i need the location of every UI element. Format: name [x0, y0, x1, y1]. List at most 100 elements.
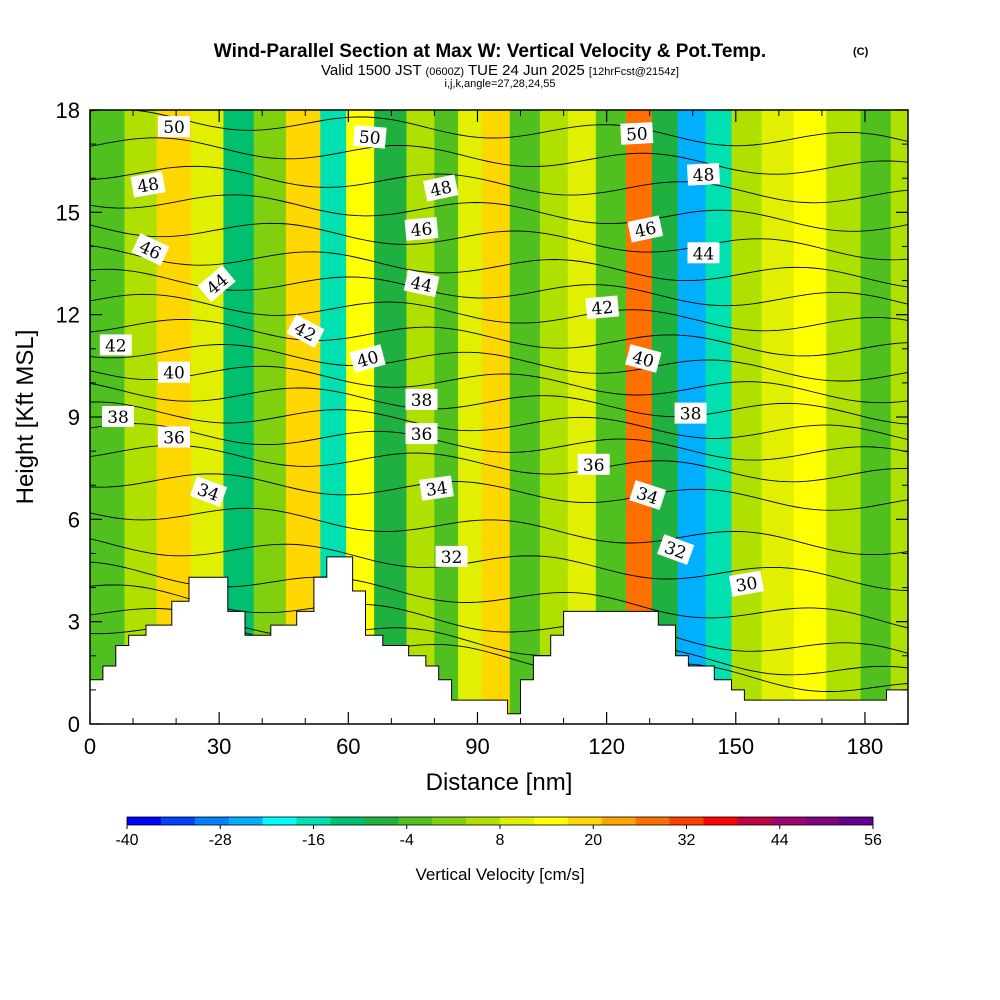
copyright-mark: (C): [853, 46, 869, 58]
y-tick-label: 12: [56, 303, 80, 328]
colorbar-tick-label: -4: [400, 832, 414, 849]
contour-label-bg: [131, 233, 170, 266]
isentrope: [90, 423, 908, 461]
colorbar-swatch: [601, 817, 636, 825]
isentrope: [90, 382, 908, 425]
contour-label: 36: [577, 453, 610, 476]
contour-label: 42: [585, 295, 620, 320]
contour-label-text: 30: [734, 573, 759, 596]
isentrope: [90, 110, 908, 147]
contour-label-text: 50: [626, 124, 649, 145]
valid-utc-text: (0600Z): [426, 66, 465, 78]
colorbar-swatch: [262, 817, 297, 825]
y-axis-label: Height [Kft MSL]: [12, 330, 39, 505]
colorbar-swatch: [296, 817, 331, 825]
x-tick-label: 30: [207, 734, 231, 759]
contour-label: 36: [405, 423, 438, 445]
contour-label-text: 34: [425, 478, 449, 501]
contour-label-text: 38: [107, 408, 129, 428]
w-cell: [705, 110, 732, 724]
isentrope: [90, 401, 908, 441]
isentrope: [90, 365, 908, 404]
contour-label-bg: [577, 453, 610, 475]
isentrope: [90, 444, 908, 483]
colorbar-swatch: [771, 817, 806, 825]
valid-time-line: Valid 1500 JST (0600Z) TUE 24 Jun 2025 […: [321, 62, 679, 79]
contour-label-bg: [728, 570, 765, 597]
colorbar-swatch: [330, 817, 365, 825]
w-cell: [761, 110, 795, 724]
contour-label-bg: [629, 480, 667, 510]
w-cell: [509, 110, 541, 724]
contour-label-text: 48: [428, 177, 453, 201]
contour-label-text: 42: [591, 298, 614, 320]
contour-label-bg: [435, 545, 468, 567]
w-cell: [793, 110, 827, 724]
colorbar-tick-label: 32: [678, 832, 696, 849]
contour-label-text: 48: [692, 165, 715, 186]
contour-label-text: 32: [441, 548, 463, 568]
contour-label: 36: [158, 426, 190, 449]
colorbar: -40 -28 -16 -4 8 20 32 44 56: [115, 816, 882, 849]
contour-label-bg: [102, 406, 134, 427]
x-tick-label: 120: [588, 734, 625, 759]
contour-label-text: 36: [583, 456, 605, 476]
colorbar-tick-label: 56: [864, 832, 882, 849]
contour-label-bg: [422, 174, 459, 202]
contour-label-bg: [625, 344, 662, 373]
contour-label-bg: [674, 402, 707, 424]
colorbar-swatch: [364, 817, 399, 825]
colorbar-swatch: [839, 817, 874, 825]
contour-label-bg: [403, 269, 440, 298]
contour-label-bg: [686, 162, 721, 186]
x-axis-label: Distance [nm]: [426, 769, 573, 796]
contour-label-text: 50: [163, 118, 185, 138]
contour-label: 40: [158, 361, 190, 384]
colorbar-swatch: [432, 817, 467, 825]
y-tick-label: 15: [56, 200, 80, 225]
colorbar-swatch: [398, 817, 433, 825]
contour-label-text: 36: [411, 425, 433, 445]
colorbar-swatch: [703, 817, 738, 825]
isentrope: [90, 344, 908, 382]
w-cell: [434, 110, 459, 724]
contour-label: 46: [627, 215, 664, 243]
colorbar-swatch: [805, 817, 840, 825]
contour-label-bg: [419, 475, 454, 501]
contour-label-bg: [286, 314, 325, 349]
colorbar-label: Vertical Velocity [cm/s]: [415, 865, 584, 884]
contour-label: 50: [620, 122, 654, 145]
colorbar-swatch: [127, 817, 162, 825]
y-tick-label: 0: [68, 712, 80, 737]
colorbar-swatch: [737, 817, 772, 825]
contour-label: 32: [435, 545, 468, 568]
contour-label: 38: [405, 388, 438, 411]
y-tick-label: 6: [68, 507, 80, 532]
terrain-silhouette: [90, 556, 908, 724]
colorbar-swatch: [669, 817, 704, 825]
isentrope: [90, 222, 908, 261]
contour-label-bg: [627, 215, 664, 243]
colorbar-swatch: [160, 817, 196, 825]
contour-label-bg: [158, 426, 190, 448]
isentrope: [90, 268, 908, 307]
contour-label-text: 42: [105, 336, 127, 356]
w-cell: [458, 110, 483, 724]
contour-label-bg: [130, 171, 166, 198]
colorbar-swatch: [635, 817, 670, 825]
colorbar-tick-label: -16: [302, 832, 325, 849]
y-tick-label: 18: [56, 98, 80, 123]
x-tick-label: 150: [717, 734, 754, 759]
isentrope: [90, 507, 908, 556]
w-cell: [406, 110, 435, 724]
contour-label-text: 44: [409, 273, 434, 297]
isentrope: [90, 194, 908, 232]
contour-label-text: 46: [633, 218, 658, 242]
contour-label: 44: [687, 242, 720, 264]
valid-date-text: TUE 24 Jun 2025: [468, 62, 585, 79]
contour-label: 30: [728, 570, 765, 597]
contour-label: 50: [352, 124, 387, 149]
contour-label: 40: [625, 344, 662, 373]
